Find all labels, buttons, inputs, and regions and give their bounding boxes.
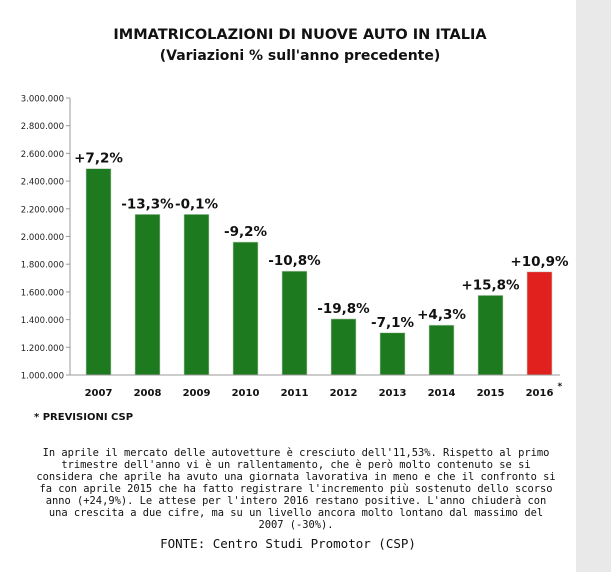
chart-subtitle: (Variazioni % sull'anno precedente) (159, 48, 441, 64)
footnote: * PREVISIONI CSP (34, 412, 134, 423)
bar-2011 (281, 270, 308, 376)
x-tick-label-2015: 2015 (477, 388, 505, 399)
y-tick-label: 2.400.000 (21, 178, 64, 188)
bar-2015 (477, 295, 504, 376)
right-edge (576, 0, 611, 572)
data-label-2012: -19,8% (317, 301, 370, 317)
y-tick-label: 2.600.000 (21, 150, 64, 160)
y-tick-label: 2.000.000 (21, 233, 64, 243)
y-axis: 1.000.000 1.200.000 1.400.000 1.600.000 1.80… (21, 95, 71, 382)
x-tick-label-2008: 2008 (134, 388, 162, 399)
data-labels: +7,2% -13,3% -0,1% -9,2%-10,8% -19,8%-7,1% +4… (74, 151, 569, 331)
bar-2009 (183, 214, 210, 376)
x-tick-label-2016: 2016 (526, 388, 554, 399)
y-tick-label: 1.400.000 (21, 316, 64, 326)
y-tick-label: 1.000.000 (21, 372, 64, 382)
y-tick-label: 2.200.000 (21, 205, 64, 215)
bar-2007 (85, 168, 112, 376)
y-tick-label: 2.800.000 (21, 122, 64, 132)
data-label-2010: -9,2% (224, 224, 268, 240)
forecast-marker: * (558, 382, 563, 392)
data-label-2015: +15,8% (461, 277, 520, 293)
bar-2016 (526, 271, 553, 376)
data-label-2008: -13,3% (121, 196, 174, 212)
data-label-2007: +7,2% (74, 151, 123, 167)
bar-chart: 1.000.000 1.200.000 1.400.000 1.600.000 1.80… (21, 95, 569, 400)
bar-2008 (134, 214, 161, 376)
x-tick-label-2013: 2013 (379, 388, 407, 399)
data-label-2016: +10,9% (510, 254, 569, 270)
x-tick-label-2011: 2011 (281, 388, 309, 399)
y-tick-label: 1.600.000 (21, 288, 64, 298)
bar-2014 (428, 324, 455, 376)
y-tick-label: 1.800.000 (21, 261, 64, 271)
chart-title: IMMATRICOLAZIONI DI NUOVE AUTO IN ITALIA (113, 27, 487, 43)
x-tick-label-2010: 2010 (232, 388, 260, 399)
x-axis: 2007 2008 2009 2010 2011 2012 2013 2014 2015 2016… (70, 374, 563, 399)
x-tick-label-2009: 2009 (183, 388, 211, 399)
data-label-2009: -0,1% (175, 196, 219, 212)
x-tick-label-2012: 2012 (330, 388, 358, 399)
data-label-2011: -10,8% (268, 253, 321, 269)
x-tick-label-2007: 2007 (85, 388, 113, 399)
y-tick-label: 3.000.000 (21, 95, 64, 105)
data-label-2014: +4,3% (417, 307, 466, 323)
y-tick-label: 1.200.000 (21, 344, 64, 354)
x-tick-label-2014: 2014 (428, 388, 456, 399)
bar-2010 (232, 241, 259, 376)
data-label-2013: -7,1% (371, 315, 415, 331)
bar-2013 (379, 332, 406, 376)
bar-2012 (330, 318, 357, 376)
description-paragraph: In aprile il mercato delle autovetture è… (36, 447, 556, 531)
source-line: FONTE: Centro Studi Promotor (CSP) (160, 536, 416, 551)
bars (85, 168, 553, 376)
